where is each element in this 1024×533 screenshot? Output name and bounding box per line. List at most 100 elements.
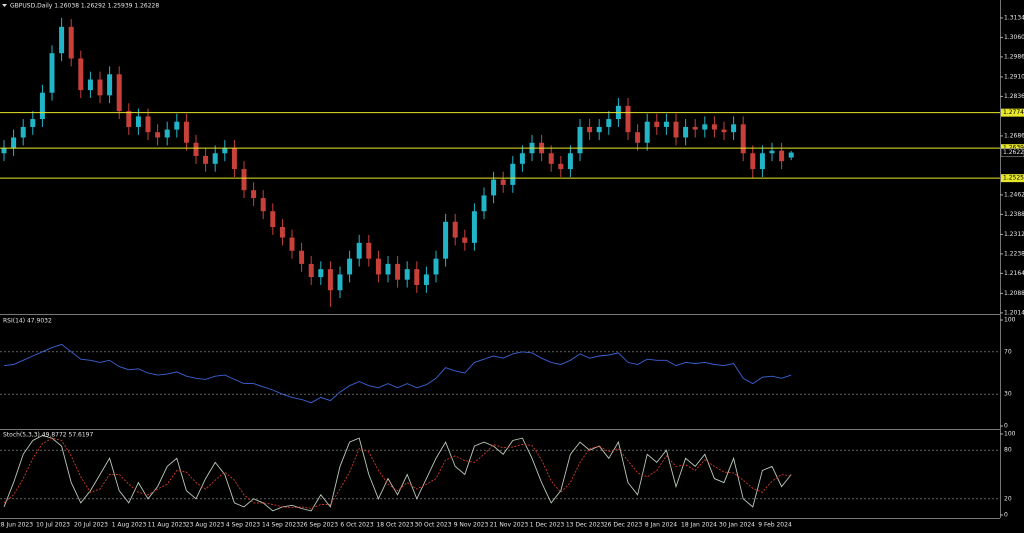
candle-body — [270, 211, 276, 228]
candle-body — [97, 79, 103, 96]
candle-body — [78, 58, 84, 91]
candle-body — [759, 153, 765, 170]
candle-body — [327, 269, 333, 291]
y-tick-label: 30 — [1004, 391, 1012, 398]
x-tick-label: 20 Jul 2023 — [74, 522, 108, 529]
candle-body — [395, 263, 401, 280]
candle-body — [433, 258, 439, 275]
candle-body — [779, 150, 785, 162]
candle-body — [260, 198, 266, 212]
y-tick-label: 1.23880 — [1004, 211, 1024, 218]
x-tick-label: 26 Dec 2023 — [604, 522, 643, 529]
candle-body — [135, 116, 141, 127]
candle-body — [740, 124, 746, 154]
level-label: 1.25256 — [1003, 175, 1024, 182]
candle-body — [155, 132, 161, 138]
candle-body — [1, 148, 7, 154]
x-tick-label: 9 Nov 2023 — [454, 522, 489, 529]
candle-body — [788, 152, 794, 158]
candle-body — [510, 163, 516, 185]
y-tick-label: 1.29100 — [1004, 73, 1024, 80]
candle-body — [318, 269, 324, 278]
candle-body — [174, 121, 180, 130]
y-tick-label: 70 — [1004, 348, 1012, 355]
candle-body — [577, 126, 583, 154]
candle-body — [500, 179, 506, 185]
candle-body — [279, 227, 285, 238]
candle-body — [241, 169, 247, 191]
level-label: 1.27743 — [1003, 109, 1024, 116]
candle-body — [126, 111, 132, 127]
candle-body — [644, 121, 650, 143]
menu-icon[interactable] — [2, 4, 7, 7]
x-tick-label: 8 Jan 2024 — [645, 522, 677, 529]
candle-body — [654, 121, 660, 127]
x-tick-label: 18 Oct 2023 — [376, 522, 413, 529]
candle-body — [49, 53, 55, 93]
candle-body — [548, 153, 554, 164]
candle-body — [519, 153, 525, 164]
candle-body — [769, 150, 775, 154]
candle-body — [587, 126, 593, 133]
y-tick-label: 1.29860 — [1004, 53, 1024, 60]
x-tick-label: 21 Nov 2023 — [490, 522, 529, 529]
candle-body — [39, 92, 45, 120]
candle-body — [481, 195, 487, 212]
x-tick-label: 26 Sep 2023 — [300, 522, 338, 529]
candle-body — [183, 121, 189, 143]
candle-body — [212, 153, 218, 164]
candle-body — [462, 237, 468, 243]
y-tick-label: 20 — [1004, 495, 1012, 502]
price-label-box — [1000, 148, 1024, 157]
y-tick-label: 0 — [1004, 512, 1008, 519]
x-tick-label: 11 Aug 2023 — [148, 522, 187, 529]
candle-body — [414, 269, 420, 285]
series-line — [3, 343, 792, 404]
x-tick-label: 30 Oct 2023 — [414, 522, 451, 529]
candle-body — [231, 148, 237, 170]
candle-body — [299, 250, 305, 264]
y-tick-label: 1.21640 — [1004, 270, 1024, 277]
candle-body — [59, 26, 65, 54]
x-tick-label: 18 Jan 2024 — [681, 522, 717, 529]
x-tick-label: 4 Sep 2023 — [226, 522, 260, 529]
candle-body — [222, 148, 228, 154]
candle-body — [558, 163, 564, 170]
candle-body — [30, 119, 36, 127]
chart-title: GBPUSD,Daily 1.26038 1.26292 1.25939 1.2… — [10, 3, 159, 10]
candle-body — [423, 274, 429, 285]
x-tick-label: 30 Jan 2024 — [719, 522, 755, 529]
y-tick-label: 100 — [1004, 431, 1016, 438]
candle-body — [116, 74, 122, 112]
x-tick-label: 1 Dec 2023 — [530, 522, 565, 529]
series-line — [3, 437, 792, 509]
candle-body — [356, 242, 362, 259]
candle-body — [635, 132, 641, 143]
x-tick-label: 14 Sep 2023 — [262, 522, 300, 529]
level-label-box — [1001, 144, 1024, 153]
candle-body — [337, 274, 343, 291]
candle-body — [625, 105, 631, 133]
y-tick-label: 1.28360 — [1004, 93, 1024, 100]
x-tick-label: 10 Jul 2023 — [36, 522, 70, 529]
price-label: 1.26228 — [1003, 149, 1024, 156]
y-tick-label: 1.31340 — [1004, 14, 1024, 21]
x-tick-label: 6 Oct 2023 — [340, 522, 373, 529]
level-label-box — [1001, 108, 1024, 117]
x-tick-label: 28 Jun 2023 — [0, 522, 33, 529]
candle-body — [375, 258, 381, 275]
x-tick-label: 23 Aug 2023 — [186, 522, 225, 529]
y-tick-label: 1.20880 — [1004, 290, 1024, 297]
y-tick-label: 1.23120 — [1004, 231, 1024, 238]
stoch-title: Stoch(5,3,3) 49.8772 57.6197 — [3, 432, 94, 439]
y-tick-label: 1.24620 — [1004, 191, 1024, 198]
candle-body — [20, 126, 26, 138]
candle-body — [289, 237, 295, 251]
x-tick-label: 13 Dec 2023 — [566, 522, 605, 529]
candle-body — [385, 263, 391, 275]
candle-body — [145, 116, 151, 133]
rsi-title: RSI(14) 47.9032 — [3, 318, 52, 325]
candle-body — [750, 153, 756, 170]
